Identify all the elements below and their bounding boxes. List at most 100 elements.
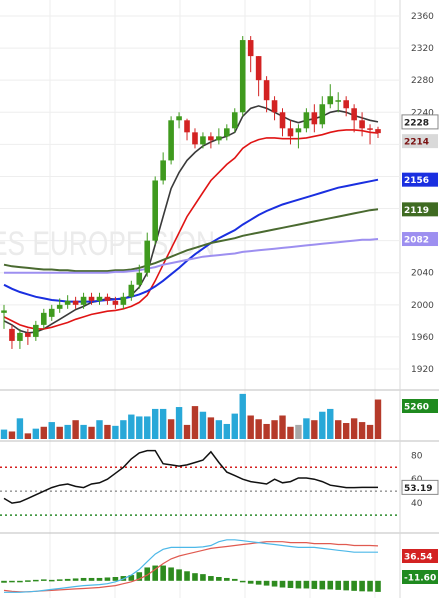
volume-bar — [48, 422, 55, 439]
volume-bar — [88, 426, 95, 439]
volume-bar — [16, 418, 24, 439]
price-tick-label: 2360 — [411, 12, 434, 22]
candle-body — [351, 108, 357, 121]
candle-body — [112, 300, 119, 305]
macd-histogram-bar — [295, 580, 302, 589]
candle-body — [247, 40, 254, 57]
badge-rsi-bg — [401, 479, 439, 495]
candle-body — [216, 136, 222, 141]
candle-body — [72, 300, 79, 305]
macd-histogram-bar — [104, 577, 111, 581]
volume-bar — [40, 426, 47, 439]
candle-body — [192, 132, 198, 145]
volume-bar — [32, 428, 40, 439]
badge-macd-hist: -11.60 — [404, 574, 436, 584]
candle-body — [200, 136, 206, 145]
candle-body — [64, 300, 71, 305]
macd-histogram-bar — [152, 565, 158, 581]
candle-body — [319, 104, 326, 125]
volume-bar — [223, 423, 231, 439]
volume-panel — [0, 393, 382, 439]
rsi-tick-label: 80 — [411, 451, 423, 461]
badge-volume: 5260 — [404, 403, 429, 413]
macd-histogram-bar — [96, 577, 103, 581]
candle-body — [1, 310, 7, 313]
candle-body — [160, 160, 166, 181]
macd-histogram-bar — [319, 580, 326, 590]
volume-bar — [350, 418, 358, 439]
volume-bar — [247, 415, 254, 439]
candle-body — [168, 120, 174, 161]
macd-histogram-bar — [367, 580, 373, 592]
volume-bar — [128, 414, 135, 439]
macd-histogram-bar — [263, 580, 270, 586]
volume-bar — [263, 423, 270, 439]
candle-body — [128, 284, 135, 297]
volume-bar — [104, 424, 111, 439]
badge-ma-green-bg — [402, 202, 438, 217]
volume-bar — [287, 426, 294, 439]
candle-body — [56, 304, 63, 309]
volume-bar — [159, 408, 167, 439]
candle-body — [120, 296, 127, 305]
macd-histogram-bar — [287, 580, 294, 588]
macd-histogram-bar — [88, 577, 95, 581]
volume-bar — [303, 418, 310, 439]
badge-last-price: 2214 — [404, 138, 429, 148]
badge-ma-blue: 2156 — [404, 176, 429, 186]
macd-histogram-bar — [144, 567, 151, 581]
candle-body — [17, 332, 23, 341]
volume-bar — [136, 416, 143, 439]
candle-body — [33, 324, 39, 337]
volume-bar — [255, 419, 262, 439]
volume-bar — [271, 420, 278, 439]
candle-body — [375, 129, 381, 134]
candle-body — [367, 128, 373, 130]
macd-histogram-bar — [168, 567, 174, 581]
volume-bar — [183, 424, 191, 439]
candle-body — [9, 328, 15, 341]
badge-ma-purple-bg — [402, 232, 438, 247]
moving-average-line — [3, 129, 379, 330]
macd-histogram-bar — [239, 580, 246, 583]
macd-histogram-bar — [72, 578, 79, 581]
candle-body — [231, 112, 238, 129]
price-tick-label: 2000 — [411, 301, 434, 311]
price-tick-label: 1960 — [411, 333, 434, 343]
candle-body — [343, 100, 349, 109]
candle-body — [327, 96, 334, 105]
badge-last-price-bg — [402, 134, 438, 149]
candle-body — [239, 40, 246, 113]
price-tick-label: 2040 — [411, 269, 434, 279]
macd-histogram-bar — [160, 565, 166, 581]
macd-histogram-bar — [112, 577, 119, 581]
macd-histogram-bar — [327, 580, 334, 590]
volume-bar — [207, 417, 215, 439]
macd-histogram-bar — [64, 578, 71, 581]
candle-body — [263, 80, 270, 101]
volume-bar — [239, 393, 246, 439]
value-badges: 2228 2214 2156 2119 2082 5260 53.19 36.54 -11.60 — [401, 114, 439, 584]
macd-histogram-bar — [224, 577, 230, 581]
badge-ma-fast-bg — [401, 114, 439, 130]
candle-body — [184, 120, 190, 133]
candle-body — [224, 128, 230, 137]
macd-histogram-bar — [184, 571, 190, 581]
volume-bar — [72, 420, 79, 439]
macd-histogram-bar — [176, 569, 182, 581]
rsi-line — [3, 449, 378, 504]
candle-body — [311, 112, 318, 125]
price-tick-label: 2280 — [411, 76, 434, 86]
price-tick-label: 1920 — [411, 365, 434, 375]
volume-bar — [144, 416, 151, 439]
volume-bar — [112, 425, 119, 439]
macd-histogram-bar — [48, 579, 55, 582]
macd-histogram-bar — [303, 580, 310, 589]
price-tick-label: 2320 — [411, 44, 434, 54]
badge-macd-bg — [402, 549, 438, 563]
rsi-tick-label: 40 — [411, 499, 423, 509]
candle-body — [136, 272, 143, 285]
moving-average-line — [4, 238, 379, 274]
candle-body — [176, 116, 182, 121]
